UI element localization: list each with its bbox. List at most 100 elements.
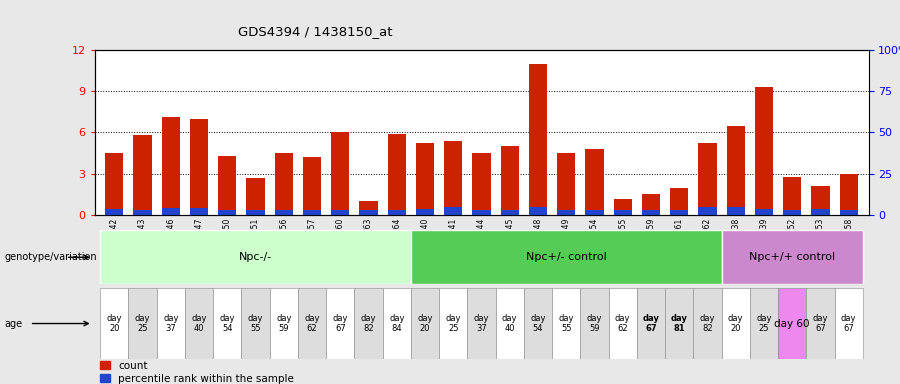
Bar bbox=[157, 288, 184, 359]
Bar bbox=[750, 288, 778, 359]
Bar bbox=[444, 207, 463, 215]
Bar bbox=[755, 87, 773, 215]
Bar bbox=[382, 288, 411, 359]
Bar bbox=[500, 146, 519, 215]
Text: day
67: day 67 bbox=[813, 314, 828, 333]
Bar bbox=[840, 174, 858, 215]
Legend: count, percentile rank within the sample: count, percentile rank within the sample bbox=[100, 361, 294, 384]
Bar bbox=[184, 288, 213, 359]
Text: day
59: day 59 bbox=[276, 314, 292, 333]
Text: day
25: day 25 bbox=[446, 314, 461, 333]
Bar bbox=[608, 288, 637, 359]
Text: day
20: day 20 bbox=[106, 314, 122, 333]
Bar bbox=[247, 210, 265, 215]
Bar bbox=[557, 153, 575, 215]
Bar bbox=[496, 288, 524, 359]
Bar bbox=[552, 288, 581, 359]
Text: Npc+/- control: Npc+/- control bbox=[526, 252, 607, 262]
Text: day
62: day 62 bbox=[304, 314, 320, 333]
Text: age: age bbox=[4, 318, 22, 329]
Bar bbox=[100, 230, 411, 284]
Bar bbox=[614, 210, 632, 215]
Bar bbox=[298, 288, 326, 359]
Text: day
62: day 62 bbox=[615, 314, 631, 333]
Bar bbox=[642, 210, 661, 215]
Bar bbox=[218, 210, 237, 215]
Bar bbox=[580, 288, 608, 359]
Text: day
20: day 20 bbox=[728, 314, 743, 333]
Text: day
84: day 84 bbox=[389, 314, 404, 333]
Bar bbox=[416, 144, 434, 215]
Bar bbox=[811, 209, 830, 215]
Bar bbox=[331, 132, 349, 215]
Bar bbox=[834, 288, 863, 359]
Bar bbox=[500, 210, 519, 215]
Bar bbox=[698, 144, 716, 215]
Bar bbox=[722, 288, 750, 359]
Text: day
54: day 54 bbox=[220, 314, 235, 333]
Bar bbox=[585, 210, 604, 215]
Text: day
67: day 67 bbox=[841, 314, 857, 333]
Bar bbox=[100, 288, 129, 359]
Text: day
82: day 82 bbox=[361, 314, 376, 333]
Bar bbox=[355, 288, 382, 359]
Bar bbox=[726, 207, 745, 215]
Bar bbox=[411, 230, 722, 284]
Text: day
25: day 25 bbox=[135, 314, 150, 333]
Bar bbox=[247, 178, 265, 215]
Bar bbox=[133, 135, 152, 215]
Text: genotype/variation: genotype/variation bbox=[4, 252, 97, 262]
Text: day
37: day 37 bbox=[473, 314, 490, 333]
Bar bbox=[326, 288, 355, 359]
Bar bbox=[388, 134, 406, 215]
Bar bbox=[190, 119, 208, 215]
Bar bbox=[416, 209, 434, 215]
Bar bbox=[722, 230, 863, 284]
Bar bbox=[529, 64, 547, 215]
Text: day
81: day 81 bbox=[670, 314, 688, 333]
Bar bbox=[133, 210, 152, 215]
Bar bbox=[129, 288, 157, 359]
Bar bbox=[472, 210, 490, 215]
Bar bbox=[472, 153, 490, 215]
Bar bbox=[840, 210, 858, 215]
Bar bbox=[162, 208, 180, 215]
Bar bbox=[359, 210, 378, 215]
Text: day
59: day 59 bbox=[587, 314, 602, 333]
Text: day
20: day 20 bbox=[418, 314, 433, 333]
Bar bbox=[162, 118, 180, 215]
Bar bbox=[524, 288, 552, 359]
Bar bbox=[614, 199, 632, 215]
Bar bbox=[783, 177, 801, 215]
Text: day 60: day 60 bbox=[775, 318, 810, 329]
Bar bbox=[755, 209, 773, 215]
Text: day
25: day 25 bbox=[756, 314, 771, 333]
Text: day
40: day 40 bbox=[192, 314, 207, 333]
Text: GDS4394 / 1438150_at: GDS4394 / 1438150_at bbox=[238, 25, 392, 38]
Text: day
40: day 40 bbox=[502, 314, 518, 333]
Bar bbox=[302, 157, 321, 215]
Bar bbox=[444, 141, 463, 215]
Bar bbox=[642, 194, 661, 215]
Bar bbox=[726, 126, 745, 215]
Bar bbox=[359, 201, 378, 215]
Bar bbox=[665, 288, 693, 359]
Bar bbox=[467, 288, 496, 359]
Bar bbox=[806, 288, 834, 359]
Bar bbox=[241, 288, 270, 359]
Bar bbox=[439, 288, 467, 359]
Bar bbox=[698, 207, 716, 215]
Bar bbox=[105, 209, 123, 215]
Bar bbox=[529, 207, 547, 215]
Bar bbox=[270, 288, 298, 359]
Text: day
55: day 55 bbox=[248, 314, 264, 333]
Bar bbox=[218, 156, 237, 215]
Bar bbox=[778, 288, 806, 359]
Bar bbox=[190, 208, 208, 215]
Bar bbox=[274, 210, 292, 215]
Text: Npc-/-: Npc-/- bbox=[238, 252, 272, 262]
Bar bbox=[783, 210, 801, 215]
Bar bbox=[411, 288, 439, 359]
Bar bbox=[213, 288, 241, 359]
Bar bbox=[388, 210, 406, 215]
